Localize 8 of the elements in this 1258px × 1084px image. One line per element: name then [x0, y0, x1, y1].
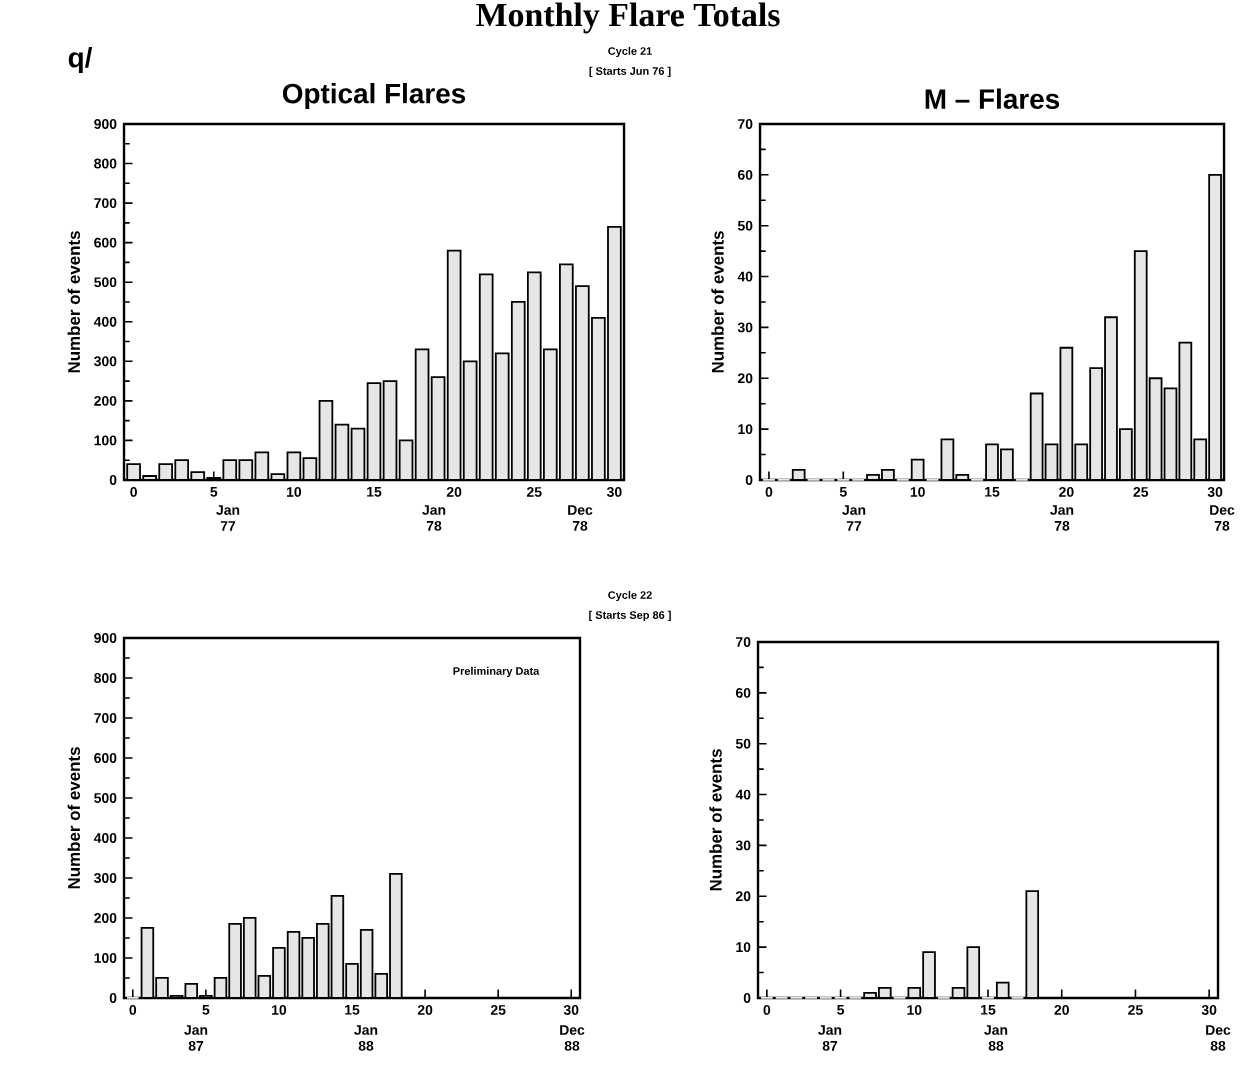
text: q/: [68, 46, 93, 73]
chart-title: M – Flares: [925, 88, 1060, 109]
y-axis-title: Number of events: [711, 231, 724, 373]
chart-title: Optical Flares: [282, 82, 466, 109]
y-axis-title: Number of events: [709, 749, 722, 891]
y-axis-title: Number of events: [67, 231, 81, 373]
y-axis-title: Number of events: [67, 747, 81, 889]
text: Monthly Flare Totals: [476, 2, 780, 34]
